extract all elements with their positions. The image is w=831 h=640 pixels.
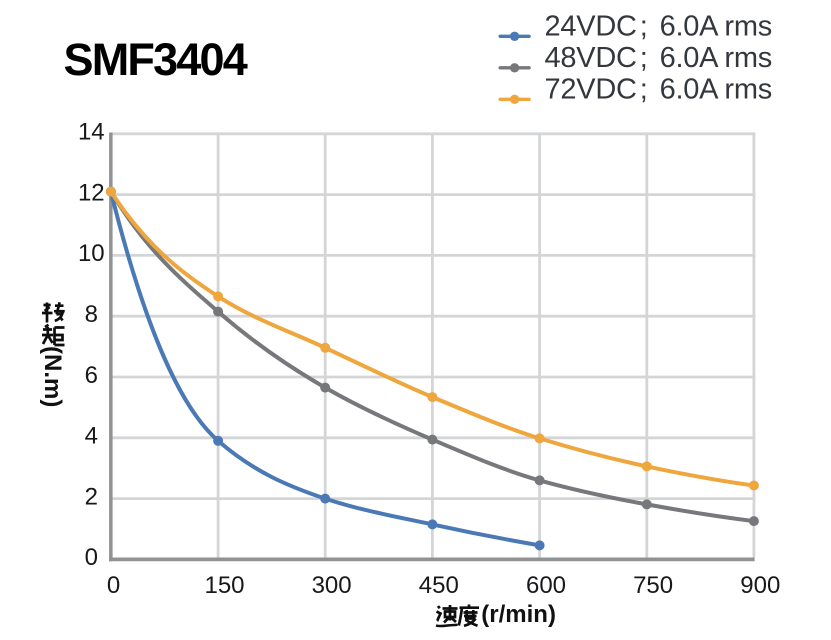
svg-text:6: 6 (85, 362, 98, 389)
svg-text:0: 0 (107, 572, 120, 599)
svg-text:12: 12 (78, 179, 105, 206)
svg-text:4: 4 (85, 423, 98, 450)
svg-text:750: 750 (633, 572, 673, 599)
svg-text:2: 2 (85, 483, 98, 510)
svg-text:14: 14 (78, 119, 105, 146)
svg-text:150: 150 (204, 572, 244, 599)
svg-text:450: 450 (419, 572, 459, 599)
svg-text:10: 10 (78, 240, 105, 267)
svg-text:900: 900 (740, 572, 780, 599)
svg-text:0: 0 (85, 544, 98, 571)
svg-text:SMF3404: SMF3404 (64, 34, 248, 85)
svg-text:600: 600 (526, 572, 566, 599)
svg-text:(N.m): (N.m) (39, 346, 66, 407)
svg-text:8: 8 (85, 301, 98, 328)
svg-text:(r/min): (r/min) (481, 601, 556, 628)
svg-text:300: 300 (312, 572, 352, 599)
